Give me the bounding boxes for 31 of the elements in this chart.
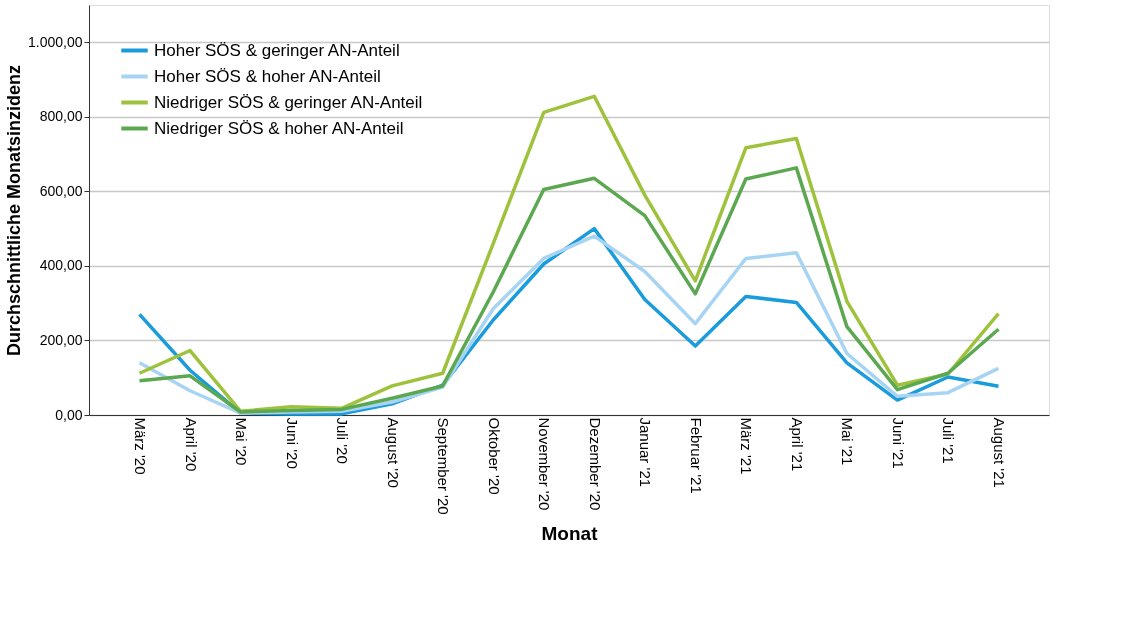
x-tick-label: Oktober '20 — [485, 417, 503, 495]
x-tick-label: Mai '20 — [233, 417, 251, 466]
x-tick-label: März '21 — [738, 417, 756, 475]
x-tick-label: Februar '21 — [687, 417, 705, 494]
x-tick-label: Juli '20 — [334, 417, 352, 464]
x-tick-label: März '20 — [132, 417, 150, 475]
x-tick-label: Mai '21 — [839, 417, 857, 466]
legend-label: Hoher SÖS & hoher AN-Anteil — [154, 66, 381, 86]
y-tick-label: 400,00 — [39, 257, 83, 274]
y-axis-title: Durchschnittliche Monatsinzidenz — [4, 64, 24, 357]
x-tick-label: August '20 — [384, 417, 402, 488]
y-tick-label: 800,00 — [39, 108, 83, 125]
x-tick-label: August '21 — [990, 417, 1008, 488]
x-axis-title: Monat — [541, 522, 599, 544]
x-tick-label: April '20 — [182, 417, 200, 472]
y-tick-label: 0,00 — [55, 406, 83, 423]
line-series — [137, 166, 1001, 414]
x-tick-label: Juni '21 — [889, 417, 907, 469]
x-tick-label: November '20 — [536, 417, 554, 511]
legend-label: Niedriger SÖS & hoher AN-Anteil — [154, 118, 404, 138]
x-tick-label: September '20 — [435, 417, 453, 515]
x-tick-label: Januar '21 — [637, 417, 655, 488]
legend-label: Niedriger SÖS & geringer AN-Anteil — [154, 92, 423, 112]
legend-label: Hoher SÖS & geringer AN-Anteil — [154, 40, 400, 60]
y-tick-label: 200,00 — [39, 331, 83, 348]
x-tick-label: April '21 — [788, 417, 806, 472]
y-tick-label: 1.000,00 — [28, 33, 83, 50]
y-tick-label: 600,00 — [39, 182, 83, 199]
x-tick-label: Dezember '20 — [586, 417, 604, 511]
x-tick-label: Juli '21 — [940, 417, 958, 464]
x-tick-label: Juni '20 — [283, 417, 301, 469]
